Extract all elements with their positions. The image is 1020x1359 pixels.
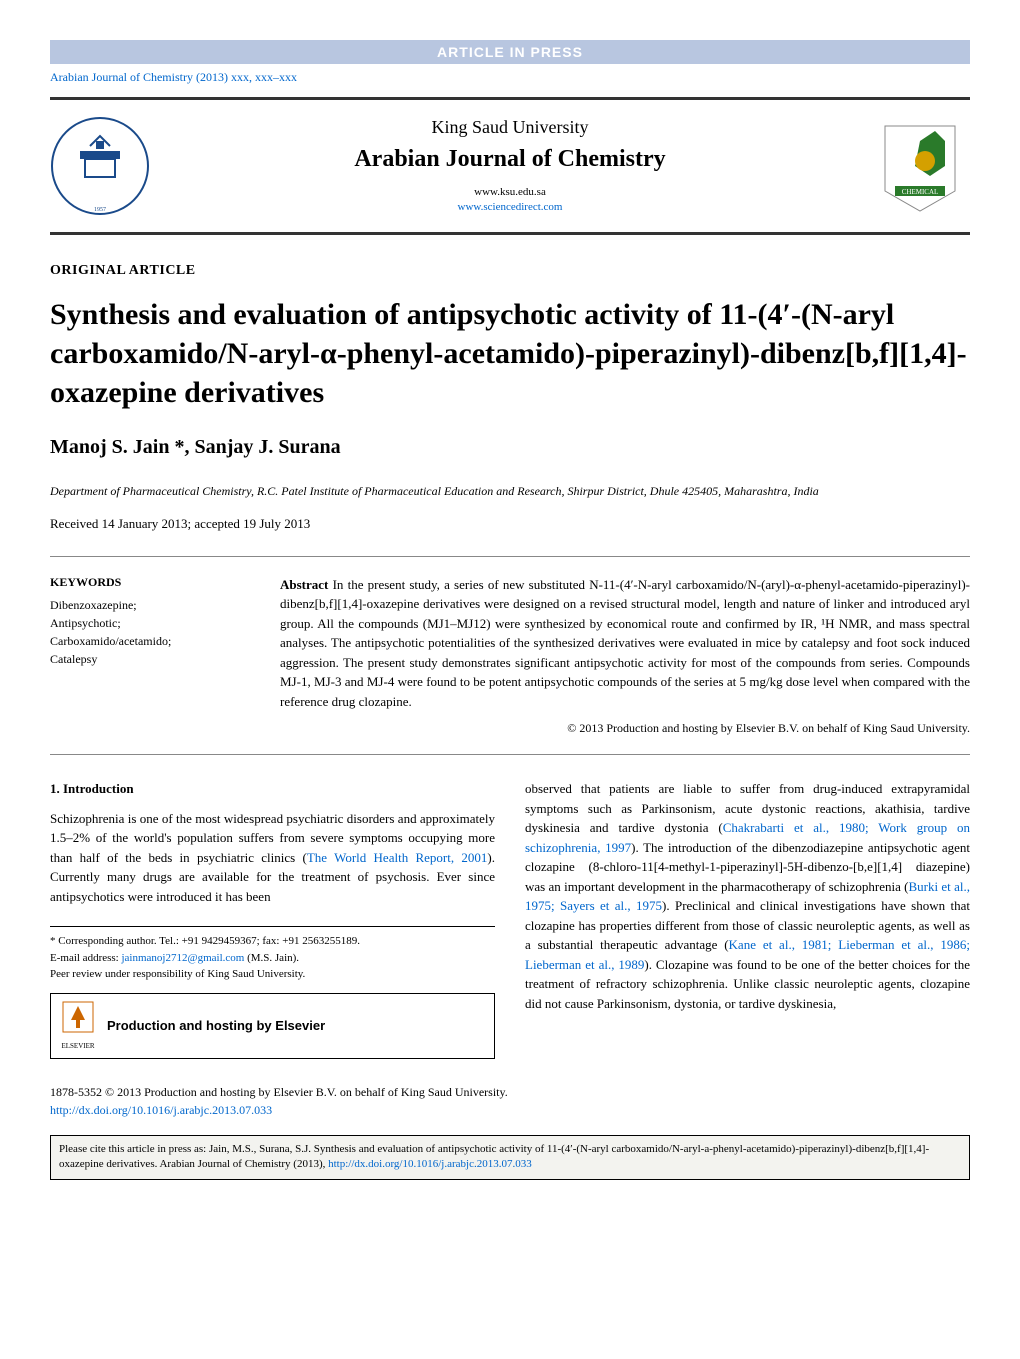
issn-copyright: 1878-5352 © 2013 Production and hosting … xyxy=(50,1083,970,1101)
hosting-text: Production and hosting by Elsevier xyxy=(107,1016,325,1036)
divider-bottom xyxy=(50,754,970,755)
abstract-label: Abstract xyxy=(280,577,328,592)
footnote-block: * Corresponding author. Tel.: +91 942945… xyxy=(50,926,495,1059)
journal-url1: www.ksu.edu.sa xyxy=(150,185,870,200)
email-label: E-mail address: xyxy=(50,952,121,964)
authors: Manoj S. Jain *, Sanjay J. Surana xyxy=(50,436,970,459)
cite-doi-link[interactable]: http://dx.doi.org/10.1016/j.arabjc.2013.… xyxy=(328,1158,532,1170)
body-columns: 1. Introduction Schizophrenia is one of … xyxy=(50,779,970,1059)
svg-text:1957: 1957 xyxy=(94,207,106,213)
ksu-logo: 1957 xyxy=(50,116,150,216)
page-container: ARTICLE IN PRESS Arabian Journal of Chem… xyxy=(0,0,1020,1220)
peer-review-note: Peer review under responsibility of King… xyxy=(50,966,495,983)
keywords-abstract-row: KEYWORDS Dibenzoxazepine; Antipsychotic;… xyxy=(50,557,970,755)
keywords-list: Dibenzoxazepine; Antipsychotic; Carboxam… xyxy=(50,596,250,668)
affiliation: Department of Pharmaceutical Chemistry, … xyxy=(50,483,970,500)
header-center: King Saud University Arabian Journal of … xyxy=(150,117,870,216)
elsevier-logo: ELSEVIER xyxy=(61,1000,95,1052)
hosting-box: ELSEVIER Production and hosting by Elsev… xyxy=(50,993,495,1059)
email-link[interactable]: jainmanoj2712@gmail.com xyxy=(121,952,244,964)
intro-para-col2: observed that patients are liable to suf… xyxy=(525,779,970,1013)
keywords-block: KEYWORDS Dibenzoxazepine; Antipsychotic;… xyxy=(50,575,250,737)
keywords-heading: KEYWORDS xyxy=(50,575,250,590)
intro-heading: 1. Introduction xyxy=(50,779,495,799)
elsevier-label: ELSEVIER xyxy=(61,1041,95,1052)
citation-box: Please cite this article in press as: Ja… xyxy=(50,1135,970,1180)
citation-link[interactable]: The World Health Report, 2001 xyxy=(307,850,488,865)
abstract-block: Abstract In the present study, a series … xyxy=(280,575,970,737)
page-footer: 1878-5352 © 2013 Production and hosting … xyxy=(50,1083,970,1119)
email-suffix: (M.S. Jain). xyxy=(244,952,299,964)
abstract-text: Abstract In the present study, a series … xyxy=(280,575,970,712)
abstract-copyright: © 2013 Production and hosting by Elsevie… xyxy=(280,721,970,736)
email-line: E-mail address: jainmanoj2712@gmail.com … xyxy=(50,950,495,967)
article-title: Synthesis and evaluation of antipsychoti… xyxy=(50,295,970,412)
abstract-body: In the present study, a series of new su… xyxy=(280,577,970,709)
journal-header: 1957 King Saud University Arabian Journa… xyxy=(50,97,970,235)
journal-reference[interactable]: Arabian Journal of Chemistry (2013) xxx,… xyxy=(50,64,970,97)
university-name: King Saud University xyxy=(150,117,870,138)
article-in-press-banner: ARTICLE IN PRESS xyxy=(50,40,970,64)
article-type: ORIGINAL ARTICLE xyxy=(50,263,970,279)
journal-url2[interactable]: www.sciencedirect.com xyxy=(150,200,870,215)
svg-text:CHEMICAL: CHEMICAL xyxy=(902,188,939,196)
submission-dates: Received 14 January 2013; accepted 19 Ju… xyxy=(50,516,970,532)
doi-link[interactable]: http://dx.doi.org/10.1016/j.arabjc.2013.… xyxy=(50,1101,970,1119)
banner-text: ARTICLE IN PRESS xyxy=(437,44,583,60)
chemical-society-logo: CHEMICAL xyxy=(870,116,970,216)
journal-name: Arabian Journal of Chemistry xyxy=(150,146,870,173)
corresponding-author: * Corresponding author. Tel.: +91 942945… xyxy=(50,933,495,950)
column-left: 1. Introduction Schizophrenia is one of … xyxy=(50,779,495,1059)
intro-para-col1: Schizophrenia is one of the most widespr… xyxy=(50,809,495,907)
journal-urls: www.ksu.edu.sa www.sciencedirect.com xyxy=(150,185,870,216)
column-right: observed that patients are liable to suf… xyxy=(525,779,970,1059)
